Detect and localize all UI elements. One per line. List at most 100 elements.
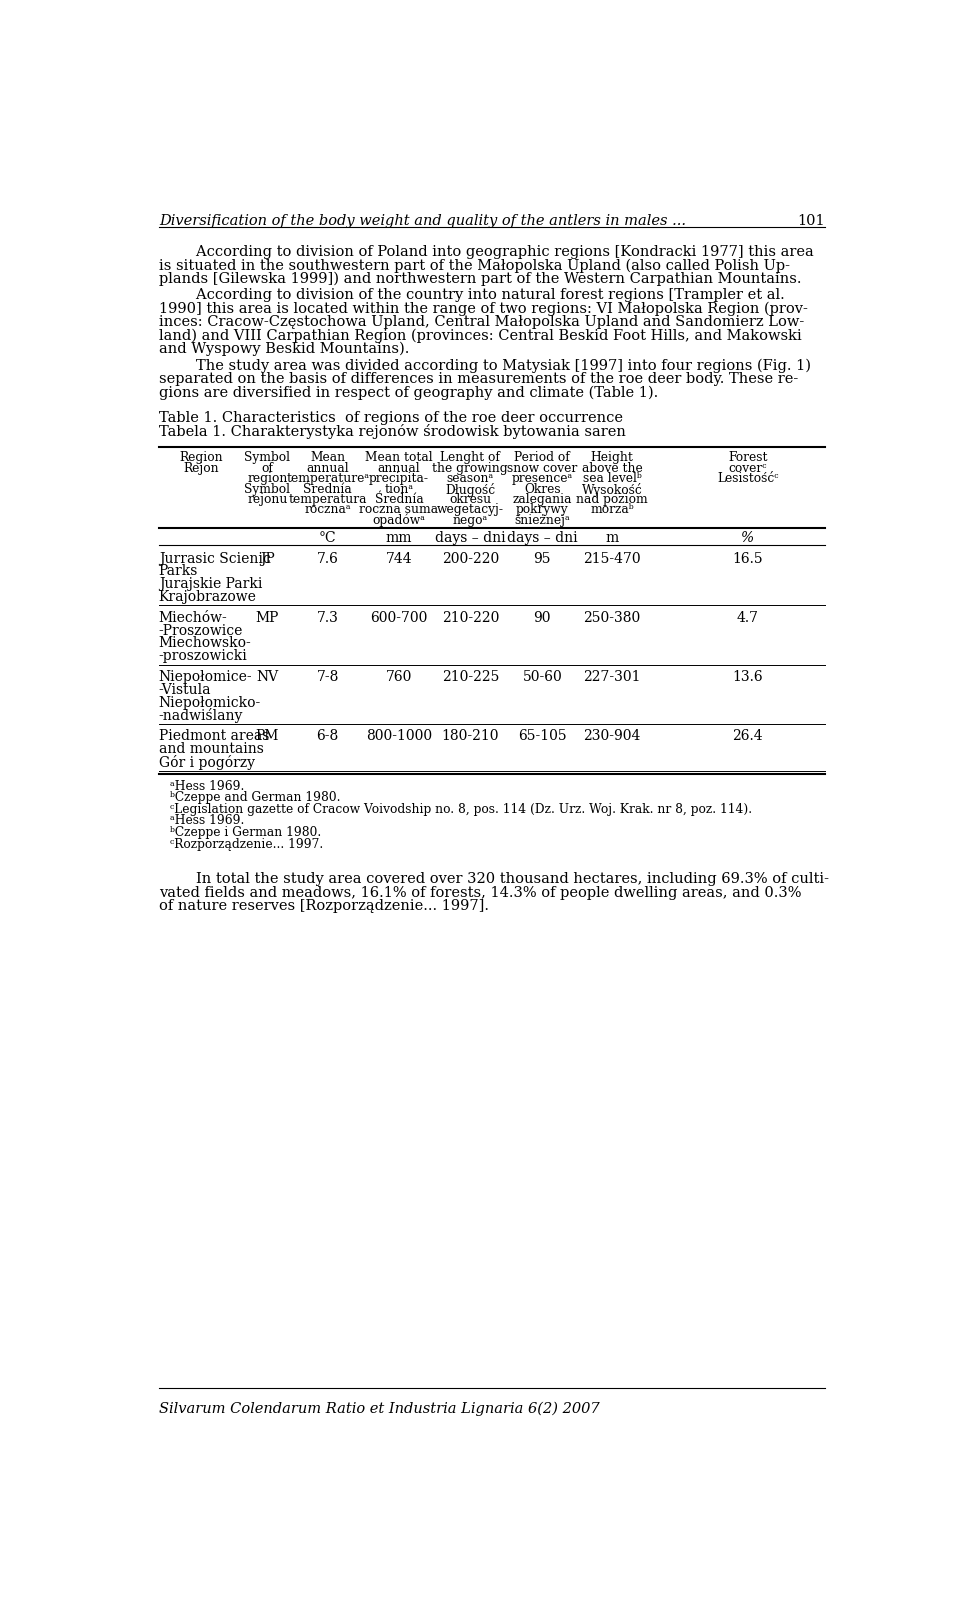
Text: Niepołomicko-: Niepołomicko-	[158, 696, 261, 709]
Text: 600-700: 600-700	[371, 611, 428, 624]
Text: 101: 101	[798, 214, 826, 227]
Text: śnieżnejᵃ: śnieżnejᵃ	[515, 514, 570, 527]
Text: plands [Gilewska 1999]) and northwestern part of the Western Carpathian Mountain: plands [Gilewska 1999]) and northwestern…	[158, 271, 802, 285]
Text: Diversification of the body weight and quality of the antlers in males ...: Diversification of the body weight and q…	[158, 214, 685, 227]
Text: Mean: Mean	[310, 451, 346, 464]
Text: region: region	[247, 472, 287, 485]
Text: ᵃHess 1969.: ᵃHess 1969.	[170, 780, 245, 793]
Text: According to division of the country into natural forest regions [Trampler et al: According to division of the country int…	[158, 289, 784, 302]
Text: 227-301: 227-301	[584, 670, 641, 684]
Text: rocznaᵃ: rocznaᵃ	[304, 503, 351, 516]
Text: 800-1000: 800-1000	[366, 730, 432, 743]
Text: Period of: Period of	[515, 451, 570, 464]
Text: -Proszowice: -Proszowice	[158, 623, 243, 637]
Text: 95: 95	[534, 551, 551, 566]
Text: 744: 744	[386, 551, 412, 566]
Text: Gór i pogórzy: Gór i pogórzy	[158, 754, 254, 770]
Text: Średnía: Średnía	[303, 483, 352, 496]
Text: Lesistośćᶜ: Lesistośćᶜ	[717, 472, 779, 485]
Text: °C: °C	[319, 530, 337, 545]
Text: opadówᵃ: opadówᵃ	[372, 514, 425, 527]
Text: 16.5: 16.5	[732, 551, 763, 566]
Text: According to division of Poland into geographic regions [Kondracki 1977] this ar: According to division of Poland into geo…	[158, 245, 813, 258]
Text: morzaᵇ: morzaᵇ	[590, 503, 634, 516]
Text: zalegania: zalegania	[513, 493, 572, 506]
Text: and mountains: and mountains	[158, 743, 264, 756]
Text: gions are diversified in respect of geography and climate (Table 1).: gions are diversified in respect of geog…	[158, 386, 658, 401]
Text: -Vistula: -Vistula	[158, 683, 211, 697]
Text: MP: MP	[255, 611, 279, 624]
Text: inces: Cracow-Częstochowa Upland, Central Małopolska Upland and Sandomierz Low-: inces: Cracow-Częstochowa Upland, Centra…	[158, 315, 804, 329]
Text: Mean total: Mean total	[365, 451, 433, 464]
Text: land) and VIII Carpathian Region (provinces: Central Beskid Foot Hills, and Mako: land) and VIII Carpathian Region (provin…	[158, 329, 802, 342]
Text: 215-470: 215-470	[584, 551, 641, 566]
Text: seasonᵃ: seasonᵃ	[446, 472, 494, 485]
Text: temperatura: temperatura	[288, 493, 367, 506]
Text: Wysokość: Wysokość	[582, 483, 642, 496]
Text: sea levelᵇ: sea levelᵇ	[583, 472, 641, 485]
Text: roczna suma: roczna suma	[359, 503, 439, 516]
Text: tionᵃ: tionᵃ	[384, 483, 414, 496]
Text: Tabela 1. Charakterystyka rejonów środowisk bytowania saren: Tabela 1. Charakterystyka rejonów środow…	[158, 423, 626, 440]
Text: Rejon: Rejon	[183, 462, 219, 475]
Text: mm: mm	[386, 530, 412, 545]
Text: Symbol: Symbol	[244, 483, 290, 496]
Text: In total the study area covered over 320 thousand hectares, including 69.3% of c: In total the study area covered over 320…	[158, 873, 828, 886]
Text: 65-105: 65-105	[518, 730, 566, 743]
Text: is situated in the southwestern part of the Małopolska Upland (also called Polis: is situated in the southwestern part of …	[158, 258, 790, 272]
Text: temperatureᵃ: temperatureᵃ	[286, 472, 370, 485]
Text: 26.4: 26.4	[732, 730, 763, 743]
Text: 13.6: 13.6	[732, 670, 763, 684]
Text: 7.3: 7.3	[317, 611, 339, 624]
Text: annual: annual	[306, 462, 349, 475]
Text: above the: above the	[582, 462, 642, 475]
Text: 50-60: 50-60	[522, 670, 563, 684]
Text: Symbol: Symbol	[244, 451, 290, 464]
Text: and Wyspowy Beskid Mountains).: and Wyspowy Beskid Mountains).	[158, 342, 409, 357]
Text: NV: NV	[256, 670, 278, 684]
Text: -proszowicki: -proszowicki	[158, 649, 248, 663]
Text: presenceᵃ: presenceᵃ	[512, 472, 573, 485]
Text: Okres: Okres	[524, 483, 561, 496]
Text: %: %	[741, 530, 755, 545]
Text: precipita-: precipita-	[369, 472, 429, 485]
Text: Parks: Parks	[158, 564, 198, 577]
Text: JP: JP	[260, 551, 275, 566]
Text: coverᶜ: coverᶜ	[729, 462, 767, 475]
Text: Miechowsko-: Miechowsko-	[158, 636, 252, 650]
Text: ᵇCzeppe and German 1980.: ᵇCzeppe and German 1980.	[170, 792, 341, 805]
Text: negoᵃ: negoᵃ	[453, 514, 488, 527]
Text: 7.6: 7.6	[317, 551, 339, 566]
Text: 180-210: 180-210	[442, 730, 499, 743]
Text: annual: annual	[377, 462, 420, 475]
Text: PM: PM	[255, 730, 279, 743]
Text: Region: Region	[180, 451, 223, 464]
Text: of: of	[261, 462, 274, 475]
Text: vated fields and meadows, 16.1% of forests, 14.3% of people dwelling areas, and : vated fields and meadows, 16.1% of fores…	[158, 886, 802, 900]
Text: m: m	[606, 530, 619, 545]
Text: ᵇCzeppe i German 1980.: ᵇCzeppe i German 1980.	[170, 826, 322, 839]
Text: 230-904: 230-904	[584, 730, 641, 743]
Text: Piedmont areas: Piedmont areas	[158, 730, 269, 743]
Text: the growing: the growing	[433, 462, 508, 475]
Text: Height: Height	[590, 451, 634, 464]
Text: wegetacyj-: wegetacyj-	[437, 503, 504, 516]
Text: days – dni: days – dni	[507, 530, 578, 545]
Text: Krajobrazowe: Krajobrazowe	[158, 590, 256, 603]
Text: separated on the basis of differences in measurements of the roe deer body. Thes: separated on the basis of differences in…	[158, 371, 798, 386]
Text: The study area was divided according to Matysiak [1997] into four regions (Fig. : The study area was divided according to …	[158, 358, 811, 373]
Text: 4.7: 4.7	[736, 611, 758, 624]
Text: 1990] this area is located within the range of two regions: VI Małopolska Region: 1990] this area is located within the ra…	[158, 302, 807, 316]
Text: Forest: Forest	[728, 451, 767, 464]
Text: 210-225: 210-225	[442, 670, 499, 684]
Text: 6-8: 6-8	[317, 730, 339, 743]
Text: 250-380: 250-380	[584, 611, 640, 624]
Text: snow cover: snow cover	[507, 462, 578, 475]
Text: ᶜRozporządzenie... 1997.: ᶜRozporządzenie... 1997.	[170, 837, 324, 850]
Text: Table 1. Characteristics  of regions of the roe deer occurrence: Table 1. Characteristics of regions of t…	[158, 410, 623, 425]
Text: Lenght of: Lenght of	[441, 451, 500, 464]
Text: 760: 760	[386, 670, 412, 684]
Text: Jurajskie Parki: Jurajskie Parki	[158, 577, 262, 590]
Text: rejonu: rejonu	[247, 493, 287, 506]
Text: Średnía: Średnía	[374, 493, 423, 506]
